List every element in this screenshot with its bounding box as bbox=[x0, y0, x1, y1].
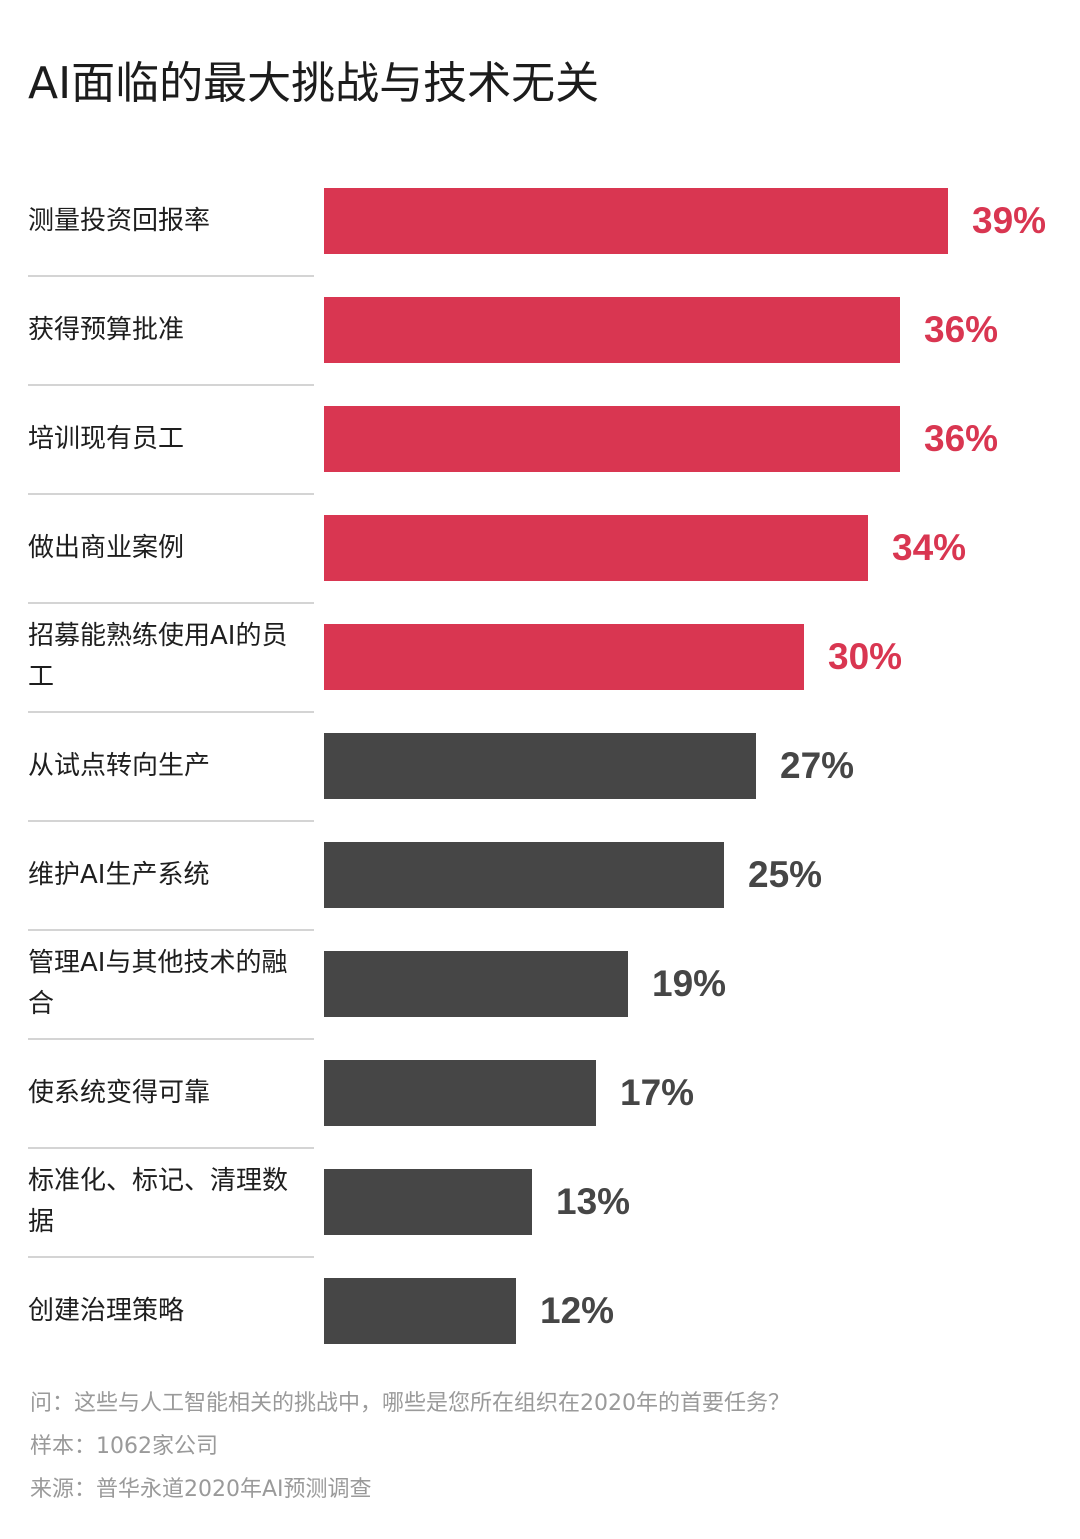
category-label: 测量投资回报率 bbox=[28, 206, 211, 236]
category-label: 标准化、标记、清理数据 bbox=[28, 1166, 289, 1237]
row-divider bbox=[28, 1038, 314, 1040]
category-label: 培训现有员工 bbox=[28, 424, 185, 454]
category-label: 创建治理策略 bbox=[28, 1296, 185, 1326]
row-divider bbox=[28, 384, 314, 386]
value-label: 12% bbox=[540, 1290, 615, 1331]
bar bbox=[324, 1278, 516, 1344]
row-divider bbox=[28, 1256, 314, 1258]
value-label: 36% bbox=[924, 309, 999, 350]
value-label: 19% bbox=[652, 963, 727, 1004]
value-label: 34% bbox=[892, 527, 967, 568]
value-label: 36% bbox=[924, 418, 999, 459]
bar bbox=[324, 406, 900, 472]
row-divider bbox=[28, 275, 314, 277]
category-label: 做出商业案例 bbox=[28, 533, 185, 563]
row-divider bbox=[28, 711, 314, 713]
value-label: 39% bbox=[972, 200, 1047, 241]
bar bbox=[324, 297, 900, 363]
category-label: 管理AI与其他技术的融合 bbox=[28, 948, 288, 1019]
row-divider bbox=[28, 602, 314, 604]
chart-title: AI面临的最大挑战与技术无关 bbox=[28, 58, 600, 109]
bar bbox=[324, 733, 756, 799]
bar bbox=[324, 188, 948, 254]
bar bbox=[324, 951, 628, 1017]
sample-size: 样本：1062家公司 bbox=[30, 1434, 218, 1459]
value-label: 13% bbox=[556, 1181, 631, 1222]
row-divider bbox=[28, 493, 314, 495]
category-label: 维护AI生产系统 bbox=[28, 860, 210, 890]
bar bbox=[324, 515, 868, 581]
bar bbox=[324, 1060, 596, 1126]
category-label: 使系统变得可靠 bbox=[28, 1078, 211, 1108]
row-divider bbox=[28, 1147, 314, 1149]
value-label: 17% bbox=[620, 1072, 695, 1113]
category-label: 获得预算批准 bbox=[28, 315, 185, 345]
survey-question: 问：这些与人工智能相关的挑战中，哪些是您所在组织在2020年的首要任务？ bbox=[30, 1391, 790, 1416]
row-divider bbox=[28, 929, 314, 931]
row-divider bbox=[28, 820, 314, 822]
category-label: 从试点转向生产 bbox=[28, 751, 211, 781]
bar bbox=[324, 842, 724, 908]
chart-notes: 问：这些与人工智能相关的挑战中，哪些是您所在组织在2020年的首要任务？ 样本：… bbox=[30, 1382, 790, 1511]
value-label: 25% bbox=[748, 854, 823, 895]
value-label: 30% bbox=[828, 636, 903, 677]
bar bbox=[324, 624, 804, 690]
category-label: 招募能熟练使用AI的员工 bbox=[28, 621, 288, 692]
value-label: 27% bbox=[780, 745, 855, 786]
data-source: 来源：普华永道2020年AI预测调查 bbox=[30, 1477, 372, 1502]
bar bbox=[324, 1169, 532, 1235]
